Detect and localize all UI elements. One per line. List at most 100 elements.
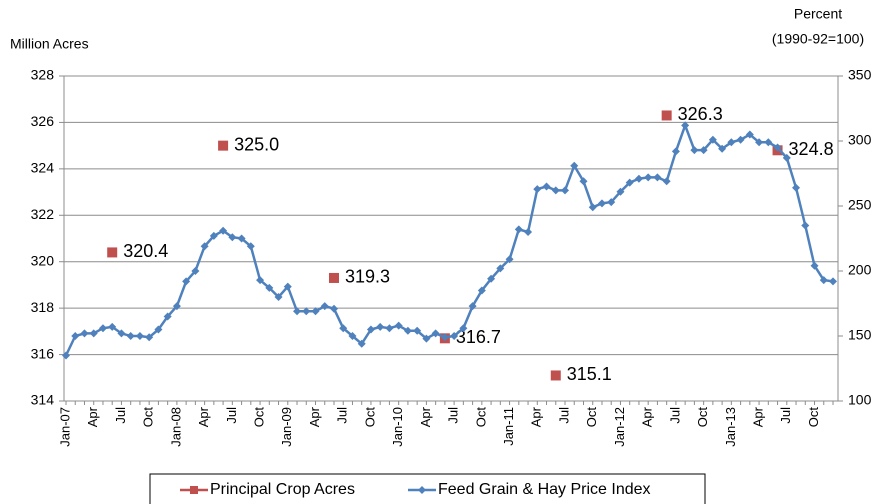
point [163, 312, 172, 321]
point [385, 324, 394, 333]
point [533, 185, 542, 194]
point [126, 332, 135, 340]
point [681, 121, 690, 130]
point [366, 325, 375, 334]
point [329, 304, 338, 313]
point [154, 325, 163, 334]
point [117, 329, 126, 338]
x-tick-label: Jul [446, 407, 461, 424]
legend-label: Principal Crop Acres [210, 481, 355, 498]
point [718, 144, 727, 153]
y2-tick-label: 350 [848, 67, 872, 83]
point [218, 140, 229, 151]
point [588, 203, 597, 212]
point [644, 173, 653, 182]
x-tick-label: Oct [362, 407, 377, 428]
point [745, 130, 754, 139]
point [98, 324, 107, 333]
x-tick-label: Apr [529, 406, 544, 427]
point [477, 286, 486, 295]
point [320, 302, 329, 311]
y2-tick-label: 250 [848, 197, 872, 213]
x-tick-label: Jan-10 [390, 407, 405, 447]
point [145, 333, 154, 342]
point [422, 334, 431, 343]
point [172, 302, 181, 311]
point [431, 329, 440, 338]
point [829, 277, 837, 286]
point [328, 272, 339, 283]
x-tick-label: Jul [113, 407, 128, 424]
point [514, 225, 523, 234]
point [440, 333, 449, 342]
x-tick-label: Jul [778, 407, 793, 424]
line [64, 121, 834, 357]
point [616, 187, 625, 196]
y-tick-label: 320 [31, 252, 55, 268]
data-label: 320.4 [123, 241, 168, 261]
x-tick-label: Jan-12 [612, 407, 627, 447]
x-tick-label: Oct [473, 407, 488, 428]
data-label: 326.3 [678, 104, 723, 124]
point [597, 199, 606, 208]
x-tick-label: Oct [584, 407, 599, 428]
point [653, 173, 662, 182]
data-label: 316.7 [456, 327, 501, 347]
point [801, 221, 810, 230]
point [209, 231, 218, 240]
point [413, 326, 422, 335]
point [736, 135, 745, 144]
x-tick-label: Oct [141, 407, 156, 428]
x-tick-label: Oct [695, 407, 710, 428]
point [62, 351, 70, 360]
point [107, 247, 118, 258]
point [727, 138, 736, 147]
point [182, 277, 191, 286]
point [496, 264, 505, 273]
point [191, 267, 200, 275]
point [662, 177, 671, 186]
x-tick-label: Apr [85, 406, 100, 427]
y-tick-label: 324 [31, 160, 55, 176]
x-tick-label: Jul [667, 407, 682, 424]
legend-marker [418, 486, 426, 494]
point [607, 198, 616, 207]
point [246, 242, 255, 251]
data-label: 324.8 [789, 139, 834, 159]
data-label: 315.1 [567, 364, 612, 384]
x-tick-label: Jan-13 [723, 407, 738, 447]
point [524, 228, 533, 236]
point [302, 307, 311, 316]
point [293, 307, 302, 316]
x-tick-label: Apr [307, 406, 322, 427]
x-tick-label: Jul [224, 407, 239, 424]
point [274, 293, 283, 301]
y2-axis-label: (1990-92=100) [772, 31, 864, 47]
point [625, 178, 634, 187]
point [550, 370, 561, 381]
x-tick-label: Jan-07 [57, 407, 72, 447]
x-tick-label: Oct [251, 407, 266, 428]
point [819, 276, 828, 285]
y-tick-label: 322 [31, 206, 55, 222]
x-tick-label: Jul [335, 407, 350, 424]
y2-tick-label: 100 [848, 392, 872, 408]
point [237, 234, 246, 243]
point [634, 174, 643, 183]
legend-label: Feed Grain & Hay Price Index [438, 481, 651, 498]
data-label: 325.0 [234, 134, 279, 154]
point [773, 143, 782, 152]
y2-tick-label: 150 [848, 327, 872, 343]
data-label: 319.3 [345, 267, 390, 287]
point [71, 332, 80, 340]
y-tick-label: 318 [31, 299, 55, 315]
point [219, 226, 228, 235]
x-tick-label: Oct [806, 407, 821, 428]
plot-area [63, 75, 839, 402]
point [80, 329, 89, 338]
x-tick-label: Jan-11 [501, 407, 516, 446]
y2-tick-label: 300 [848, 132, 872, 148]
y-tick-label: 326 [31, 113, 55, 129]
point [376, 322, 385, 331]
